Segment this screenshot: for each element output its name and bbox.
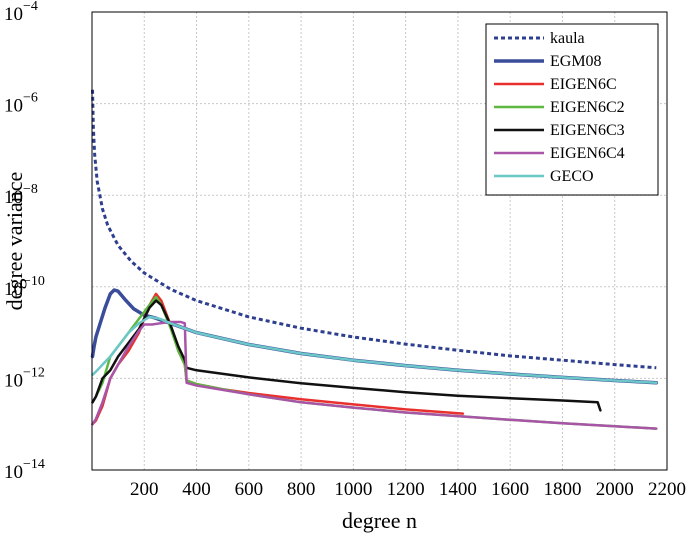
y-tick-label: 10−14	[4, 457, 45, 483]
legend-label: GECO	[550, 168, 594, 185]
x-tick-label: 600	[235, 479, 264, 500]
x-tick-label: 1000	[334, 479, 372, 500]
legend: kaula EGM08 EIGEN6C EIGEN6C2 EIGEN6C3 EIGEN6C…	[485, 23, 659, 196]
x-tick-label: 1800	[543, 479, 581, 500]
series-line-egm08	[90, 288, 659, 385]
series-lines	[90, 89, 659, 430]
x-tick-labels: 200 400 600 800 1000 1200 1400 1600 1800 2000 2200	[130, 479, 686, 500]
x-tick-label: 200	[130, 479, 159, 500]
series-line-eigen6c3	[91, 299, 602, 412]
legend-label: kaula	[550, 30, 585, 47]
series-line-eigen6c4	[91, 320, 658, 430]
legend-box	[485, 23, 659, 196]
y-tick-label: 10−10	[4, 274, 45, 300]
y-tick-labels: 10−14 10−12 10−10 10−8 10−6 10−4	[4, 0, 45, 483]
legend-label: EIGEN6C3	[550, 122, 625, 139]
legend-label: EIGEN6C	[550, 76, 617, 93]
legend-label: EGM08	[550, 53, 602, 70]
series-line-geco	[91, 315, 658, 385]
x-tick-label: 2200	[648, 479, 686, 500]
y-tick-label: 10−12	[4, 365, 45, 391]
legend-label: EIGEN6C4	[550, 145, 625, 162]
plot-frame	[91, 11, 668, 471]
x-tick-label: 400	[182, 479, 211, 500]
y-tick-label: 10−6	[4, 91, 38, 117]
series-line-kaula	[91, 89, 657, 370]
y-tick-label: 10−4	[4, 0, 38, 25]
x-tick-label: 2000	[596, 479, 634, 500]
x-tick-label: 1600	[491, 479, 529, 500]
x-tick-label: 1200	[387, 479, 425, 500]
x-tick-label: 800	[287, 479, 316, 500]
y-tick-label: 10−8	[4, 182, 38, 208]
y-axis-label: degree variance	[2, 172, 27, 311]
x-axis-label: degree n	[342, 508, 417, 533]
x-tick-label: 1400	[439, 479, 477, 500]
legend-label: EIGEN6C2	[550, 99, 625, 116]
